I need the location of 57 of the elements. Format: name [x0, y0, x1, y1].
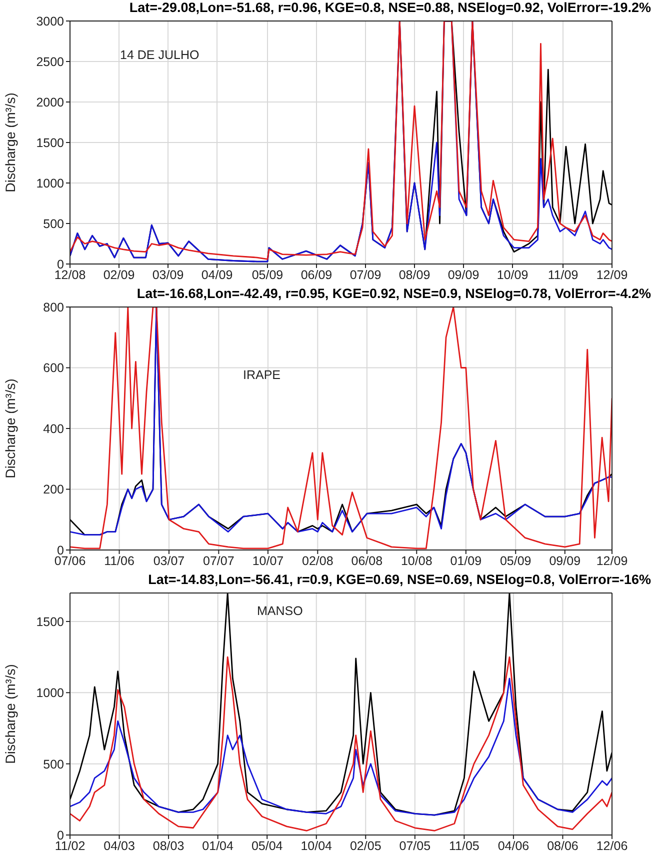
y-tick-label: 400 [43, 422, 64, 436]
x-tick-label: 11/09 [548, 268, 578, 282]
y-tick-label: 200 [43, 482, 64, 497]
x-tick-label: 02/08 [302, 554, 334, 568]
x-tick-label: 10/08 [400, 554, 432, 568]
y-tick-label: 600 [43, 361, 64, 376]
y-tick-label: 1000 [36, 176, 64, 190]
x-tick-label: 06/08 [351, 554, 383, 568]
chart-title: Lat=-16.68,Lon=-42.49, r=0.95, KGE=0.92, NSE=0.9, NSElog=0.78, VolError=-4.2% [136, 286, 652, 301]
x-tick-label: 08/03 [152, 838, 184, 853]
x-tick-label: 01/04 [202, 838, 234, 853]
y-tick-label: 500 [43, 216, 64, 231]
x-tick-label: 06/09 [300, 268, 332, 282]
annotation: MANSO [257, 604, 303, 618]
x-tick-label: 07/05 [399, 838, 431, 853]
x-tick-label: 05/09 [252, 268, 284, 282]
x-tick-label: 07/09 [350, 268, 382, 282]
x-tick-label: 04/09 [201, 268, 233, 282]
chart-title: Lat=-14.83,Lon=-56.41, r=0.9, KGE=0.69, NSE=0.69, NSElog=0.8, VolError=-16% [147, 572, 652, 587]
x-tick-label: 03/07 [153, 554, 185, 568]
x-tick-label: 12/06 [596, 838, 628, 853]
y-tick-label: 1500 [36, 136, 64, 150]
x-tick-label: 08/09 [398, 268, 430, 282]
y-axis-title: Discharge (m³/s) [2, 378, 18, 478]
y-tick-label: 1000 [36, 686, 64, 700]
annotation: 14 DE JULHO [120, 48, 200, 62]
x-tick-label: 08/06 [547, 838, 578, 853]
y-axis-title: Discharge (m³/s) [2, 92, 18, 192]
line-series [70, 678, 612, 816]
line-series [70, 656, 612, 832]
annotation: IRAPE [243, 368, 281, 382]
x-tick-label: 07/07 [203, 554, 234, 568]
x-tick-label: 12/09 [596, 554, 628, 568]
x-tick-label: 09/09 [448, 268, 480, 282]
x-tick-label: 05/09 [500, 554, 532, 568]
x-tick-label: 11/06 [104, 554, 134, 568]
x-tick-label: 10/09 [496, 268, 528, 282]
x-tick-label: 09/09 [549, 554, 581, 568]
x-tick-label: 03/09 [152, 268, 184, 282]
chart-title: Lat=-29.08,Lon=-51.68, r=0.96, KGE=0.8, NSE=0.88, NSElog=0.92, VolError=-19.2% [128, 0, 652, 15]
x-tick-label: 02/09 [103, 268, 135, 282]
x-tick-label: 10/04 [300, 838, 332, 853]
x-tick-label: 01/09 [450, 554, 482, 568]
x-tick-label: 04/03 [104, 838, 135, 853]
y-tick-label: 2500 [36, 54, 64, 69]
x-tick-label: 04/06 [498, 838, 530, 853]
y-tick-label: 2000 [36, 95, 64, 110]
x-tick-label: 12/09 [596, 268, 628, 282]
y-axis-title: Discharge (m³/s) [2, 664, 18, 764]
y-tick-label: 800 [43, 300, 64, 314]
x-tick-label: 02/05 [350, 838, 382, 853]
x-tick-label: 05/04 [251, 838, 283, 853]
y-tick-label: 500 [43, 757, 64, 772]
x-tick-label: 11/05 [449, 838, 480, 853]
y-tick-label: 1500 [36, 614, 64, 629]
x-tick-label: 10/07 [252, 554, 284, 568]
y-tick-label: 3000 [36, 14, 64, 28]
